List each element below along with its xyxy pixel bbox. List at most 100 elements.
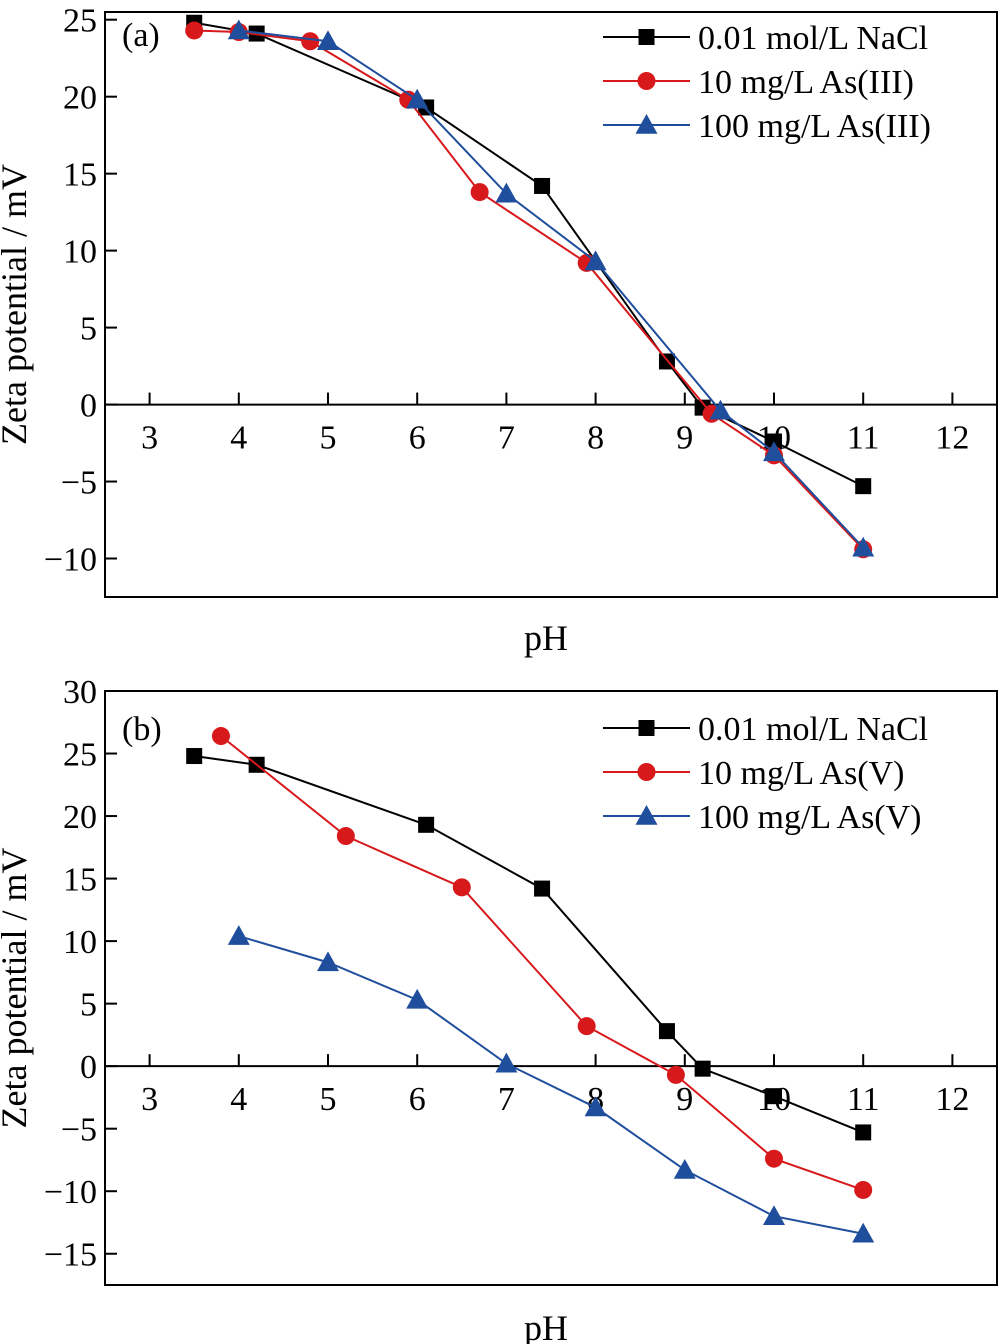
y-tick-label: −5 (61, 465, 97, 502)
data-point (658, 1023, 675, 1040)
y-axis-label: Zeta potential / mV (0, 848, 34, 1129)
legend-entry: 100 mg/L As(V) (603, 799, 922, 836)
series-2 (227, 19, 875, 557)
legend-label: 10 mg/L As(V) (698, 755, 905, 792)
legend-marker (637, 763, 656, 781)
legend-label: 0.01 mol/L NaCl (698, 711, 928, 748)
x-tick-label: 11 (847, 420, 880, 457)
data-point (577, 1017, 596, 1036)
y-tick-label: 20 (63, 80, 97, 117)
series-line (238, 935, 864, 1235)
y-tick-label: 20 (63, 799, 97, 836)
x-tick-label: 6 (409, 420, 426, 457)
plot-frame (104, 11, 998, 598)
data-point (534, 880, 551, 897)
data-point (666, 1065, 685, 1084)
x-tick-label: 11 (847, 1081, 880, 1118)
data-point (317, 951, 339, 972)
series-line (238, 29, 864, 549)
y-tick-label: 10 (63, 234, 97, 271)
data-point (336, 827, 355, 846)
data-point (534, 177, 551, 194)
data-point (763, 1205, 785, 1226)
x-tick-label: 9 (676, 1081, 693, 1118)
y-tick-label: −10 (44, 1174, 97, 1211)
data-point (418, 816, 435, 833)
x-tick-label: 7 (498, 420, 515, 457)
x-tick-label: 12 (935, 420, 969, 457)
y-tick-label: −5 (61, 1112, 97, 1149)
plot-frame (104, 690, 998, 1286)
y-axis-label: Zeta potential / mV (0, 164, 34, 445)
legend-label: 100 mg/L As(V) (698, 799, 922, 836)
x-tick-label: 4 (230, 420, 247, 457)
y-tick-label: 30 (63, 674, 97, 711)
data-point (763, 441, 785, 462)
x-tick-label: 6 (409, 1081, 426, 1118)
y-tick-label: 0 (80, 388, 97, 425)
x-tick-label: 9 (676, 420, 693, 457)
data-point (673, 1158, 696, 1179)
legend-entry: 10 mg/L As(III) (603, 64, 914, 101)
data-point (495, 1052, 518, 1073)
y-tick-label: 10 (63, 924, 97, 961)
data-point (317, 30, 339, 51)
series-0 (186, 748, 872, 1141)
data-point (766, 1088, 782, 1105)
legend-label: 100 mg/L As(III) (698, 108, 931, 145)
x-tick-label: 4 (230, 1081, 247, 1118)
x-tick-label: 3 (141, 420, 158, 457)
data-point (301, 32, 320, 51)
data-point (709, 399, 732, 420)
data-point (584, 1096, 607, 1117)
x-axis-label: pH (524, 618, 568, 658)
data-point (855, 478, 872, 495)
series-line (194, 21, 864, 488)
data-point (495, 182, 518, 203)
data-point (211, 727, 230, 746)
legend-marker (638, 720, 655, 736)
y-tick-label: 15 (63, 157, 97, 194)
legend-marker (635, 114, 658, 134)
y-tick-label: 0 (80, 1049, 97, 1086)
data-point (855, 1124, 872, 1141)
legend-entry: 0.01 mol/L NaCl (603, 20, 928, 57)
data-point (854, 1180, 873, 1199)
data-point (852, 536, 875, 557)
panel-label: (b) (122, 711, 162, 748)
legend-label: 0.01 mol/L NaCl (698, 20, 928, 57)
y-tick-label: 15 (63, 862, 97, 899)
x-tick-label: 12 (935, 1081, 969, 1118)
y-tick-label: 5 (80, 311, 97, 348)
y-tick-label: 5 (80, 987, 97, 1024)
data-point (470, 183, 489, 202)
data-point (694, 1060, 711, 1077)
legend-marker (638, 29, 655, 45)
data-point (852, 1222, 875, 1243)
legend-entry: 10 mg/L As(V) (603, 755, 905, 792)
data-point (406, 988, 429, 1009)
series-1 (185, 21, 873, 559)
data-point (584, 250, 607, 271)
data-point (452, 878, 471, 897)
series-2 (227, 925, 875, 1243)
panel-label: (a) (122, 17, 160, 54)
legend-marker (637, 72, 656, 90)
chart-panel-b: 302520151050−5−10−153456789101112pHZeta … (0, 674, 998, 1344)
x-tick-label: 3 (141, 1081, 158, 1118)
y-tick-label: −10 (44, 542, 97, 579)
x-tick-label: 5 (320, 420, 337, 457)
data-point (406, 88, 429, 109)
y-tick-label: 25 (63, 737, 97, 774)
y-tick-label: 25 (63, 3, 97, 40)
y-tick-label: −15 (44, 1237, 97, 1274)
legend-entry: 100 mg/L As(III) (603, 108, 931, 145)
data-point (227, 925, 250, 945)
x-tick-label: 8 (587, 420, 604, 457)
data-point (185, 21, 204, 40)
data-point (186, 748, 203, 765)
data-point (227, 19, 250, 40)
x-axis-label: pH (524, 1308, 568, 1344)
